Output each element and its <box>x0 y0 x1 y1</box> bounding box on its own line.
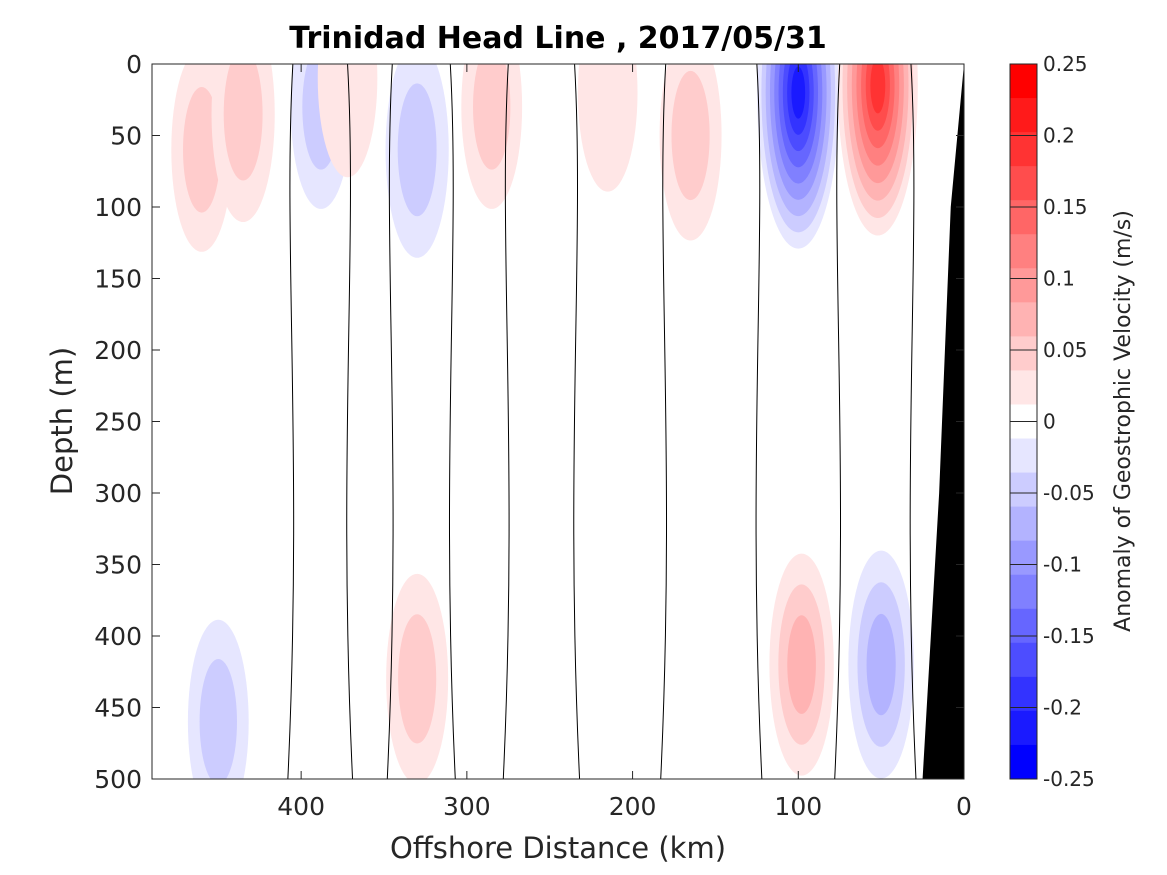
anomaly-feature <box>211 64 275 223</box>
anomaly-level <box>787 615 816 714</box>
y-tick-label: 0 <box>126 50 142 79</box>
x-axis: 400 300 200 100 0 <box>277 64 972 821</box>
colorbar-band <box>1010 710 1037 746</box>
colorbar-band <box>1010 166 1037 201</box>
colorbar-band <box>1010 234 1037 269</box>
zero-contour <box>834 64 842 779</box>
colorbar-tick-label: 0 <box>1043 410 1056 434</box>
anomaly-feature <box>187 619 249 779</box>
y-tick-label: 250 <box>94 408 142 437</box>
colorbar-band <box>1010 98 1037 133</box>
contour-layer <box>287 64 917 779</box>
colorbar-tick-label: -0.2 <box>1043 696 1082 720</box>
y-tick-label: 50 <box>110 122 142 151</box>
anomaly-level <box>671 70 710 201</box>
colorbar-tick-label: -0.1 <box>1043 553 1082 577</box>
anomaly-level <box>870 64 886 114</box>
x-tick-label: 0 <box>956 792 972 821</box>
anomaly-level <box>866 613 896 716</box>
colorbar-band <box>1010 676 1037 712</box>
zero-contour <box>287 64 295 779</box>
zero-contour <box>909 64 917 779</box>
y-tick-label: 200 <box>94 336 142 365</box>
y-tick-label: 100 <box>94 193 142 222</box>
y-tick-label: 300 <box>94 479 142 508</box>
zero-contour <box>755 64 763 779</box>
colorbar-band <box>1010 506 1037 542</box>
y-tick-label: 150 <box>94 265 142 294</box>
y-axis-label: Depth (m) <box>45 347 79 495</box>
y-tick-label: 500 <box>94 765 142 794</box>
colorbar-tick-label: -0.25 <box>1043 767 1095 791</box>
y-axis: 0 50 100 150 200 250 300 350 400 450 500 <box>94 50 964 794</box>
zero-contour <box>660 64 668 779</box>
colorbar-tick-label: 0.1 <box>1043 267 1075 291</box>
x-axis-label: Offshore Distance (km) <box>390 831 726 865</box>
colorbar-tick-label: -0.05 <box>1043 481 1095 505</box>
x-tick-label: 100 <box>774 792 822 821</box>
anomaly-feature <box>757 64 840 249</box>
zero-contour <box>573 64 581 779</box>
anomaly-level <box>473 64 511 170</box>
anomaly-feature <box>659 64 722 241</box>
x-tick-label: 200 <box>609 792 657 821</box>
field-layer <box>171 64 918 779</box>
y-tick-label: 400 <box>94 622 142 651</box>
anomaly-level <box>317 64 378 178</box>
chart-title: Trinidad Head Line , 2017/05/31 <box>289 21 826 56</box>
anomaly-feature <box>386 573 449 779</box>
colorbar-tick-label: 0.25 <box>1043 52 1088 76</box>
colorbar-band <box>1010 132 1037 167</box>
colorbar-band <box>1010 370 1037 405</box>
anomaly-level <box>791 66 806 119</box>
anomaly-feature <box>837 64 918 236</box>
x-tick-label: 400 <box>277 792 325 821</box>
anomaly-level <box>223 64 263 181</box>
zero-contour <box>502 64 510 779</box>
zero-contour <box>386 64 394 779</box>
colorbar-band <box>1010 744 1037 780</box>
colorbar-band <box>1010 64 1037 99</box>
anomaly-level <box>397 83 437 217</box>
colorbar-tick-label: 0.2 <box>1043 124 1075 148</box>
anomaly-level <box>183 87 221 213</box>
colorbar-band <box>1010 642 1037 678</box>
colorbar-tick-label: 0.05 <box>1043 338 1088 362</box>
colorbar-band <box>1010 302 1037 337</box>
y-tick-label: 350 <box>94 551 142 580</box>
colorbar-band <box>1010 574 1037 610</box>
zero-contour <box>448 64 456 779</box>
bottom-topography <box>922 64 964 779</box>
colorbar-band <box>1010 608 1037 644</box>
colorbar-band <box>1010 472 1037 508</box>
colorbar-tick-label: 0.15 <box>1043 195 1088 219</box>
y-tick-label: 450 <box>94 694 142 723</box>
anomaly-feature <box>577 64 638 192</box>
colorbar-band <box>1010 336 1037 371</box>
colorbar-band <box>1010 540 1037 576</box>
anomaly-level <box>577 64 638 192</box>
anomaly-feature <box>769 553 834 776</box>
colorbar-band <box>1010 438 1037 474</box>
colorbar-band <box>1010 268 1037 303</box>
colorbar: 0.25 0.2 0.15 0.1 0.05 0 -0.05 -0.1 -0.15 -0.2 -0.… <box>1009 52 1095 791</box>
anomaly-feature <box>385 64 449 258</box>
anomaly-feature <box>848 550 914 779</box>
colorbar-label: Anomaly of Geostrophic Velocity (m/s) <box>1111 210 1136 632</box>
colorbar-band <box>1010 200 1037 235</box>
anomaly-level <box>398 614 437 744</box>
anomaly-level <box>199 659 237 779</box>
anomaly-feature <box>317 64 378 178</box>
colorbar-tick-label: -0.15 <box>1043 624 1095 648</box>
zero-contour <box>346 64 354 779</box>
x-tick-label: 300 <box>443 792 491 821</box>
plot-background <box>152 64 964 779</box>
